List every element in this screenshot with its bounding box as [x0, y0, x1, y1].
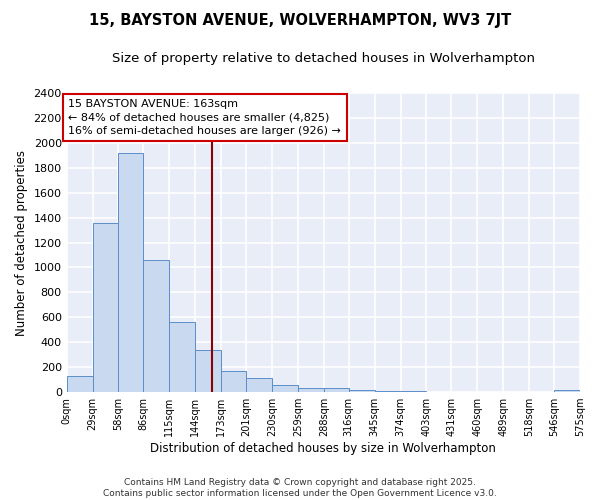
Bar [118, 153, 143, 392]
Bar [195, 350, 221, 392]
Text: Contains HM Land Registry data © Crown copyright and database right 2025.
Contai: Contains HM Land Registry data © Crown c… [103, 478, 497, 498]
Bar [143, 260, 169, 392]
Bar [246, 378, 272, 392]
Bar [221, 371, 246, 392]
Text: 15, BAYSTON AVENUE, WOLVERHAMPTON, WV3 7JT: 15, BAYSTON AVENUE, WOLVERHAMPTON, WV3 7… [89, 12, 511, 28]
Y-axis label: Number of detached properties: Number of detached properties [15, 150, 28, 336]
Bar [272, 385, 298, 392]
X-axis label: Distribution of detached houses by size in Wolverhampton: Distribution of detached houses by size … [151, 442, 496, 455]
Bar [67, 376, 92, 392]
Title: Size of property relative to detached houses in Wolverhampton: Size of property relative to detached ho… [112, 52, 535, 66]
Bar [374, 391, 401, 392]
Bar [324, 388, 349, 392]
Bar [349, 390, 374, 392]
Text: 15 BAYSTON AVENUE: 163sqm
← 84% of detached houses are smaller (4,825)
16% of se: 15 BAYSTON AVENUE: 163sqm ← 84% of detac… [68, 100, 341, 136]
Bar [554, 390, 580, 392]
Bar [169, 322, 195, 392]
Bar [92, 222, 118, 392]
Bar [298, 388, 324, 392]
